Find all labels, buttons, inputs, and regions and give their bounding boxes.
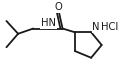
Text: O: O bbox=[55, 2, 62, 12]
Text: NH: NH bbox=[92, 22, 107, 32]
Text: HCl: HCl bbox=[101, 22, 118, 32]
Text: HN: HN bbox=[41, 18, 56, 28]
